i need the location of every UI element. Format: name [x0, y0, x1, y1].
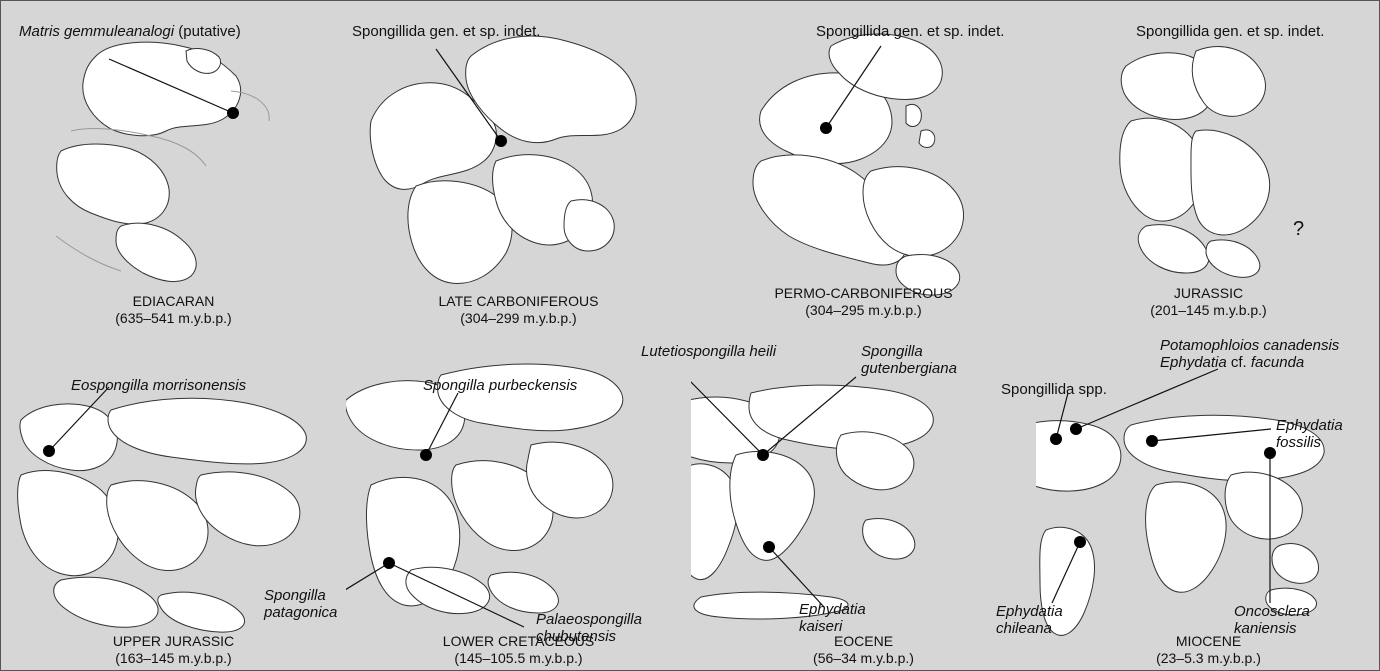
panel-late-carboniferous: Spongillida gen. et sp. indet. LATE CARB…	[346, 1, 691, 335]
caption-range: (635–541 m.y.b.p.)	[115, 310, 232, 326]
caption-period: JURASSIC	[1173, 285, 1244, 301]
leader-line	[388, 562, 525, 628]
matris-gemmuleanalogi-label: Matris gemmuleanalogi (putative)	[19, 23, 241, 40]
ephydatia-facunda-label: Ephydatia cf. facunda	[1160, 354, 1305, 371]
caption-period: LOWER CRETACEOUS	[442, 633, 595, 649]
leader-line	[346, 562, 390, 591]
locality-dot	[763, 541, 775, 553]
eocene-map	[691, 376, 934, 620]
locality-dot	[820, 122, 832, 134]
locality-dot	[383, 557, 395, 569]
leader-line	[108, 58, 234, 114]
caption-period: PERMO-CARBONIFEROUS	[774, 285, 953, 301]
question-mark: ?	[1293, 218, 1305, 240]
spongillida-spp-label: Spongillida spp.	[1001, 381, 1107, 398]
locality-dot	[1050, 433, 1062, 445]
locality-dot	[227, 107, 239, 119]
potamophloios-label: Potamophloios canadensis	[1160, 337, 1340, 354]
locality-dot	[1146, 435, 1158, 447]
lower-cretaceous-map	[346, 363, 624, 628]
panel-ediacaran: Matris gemmuleanalogi (putative) EDIACAR…	[1, 1, 346, 335]
locality-dot	[43, 445, 55, 457]
caption-period: EOCENE	[833, 633, 894, 649]
oncosclera-label: Oncosclera kaniensis	[1234, 603, 1310, 637]
caption-period: MIOCENE	[1175, 633, 1242, 649]
caption-period: EDIACARAN	[132, 293, 215, 309]
ephydatia-fossilis-label: Ephydatia fossilis	[1276, 417, 1343, 451]
ephydatia-chileana-label: Ephydatia chileana	[996, 603, 1063, 637]
leader-line	[1051, 541, 1081, 604]
caption-range: (163–145 m.y.b.p.)	[115, 650, 232, 666]
upper-jurassic-map	[17, 386, 307, 633]
panel-upper-jurassic: Eospongilla morrisonensis UPPER JURASSIC…	[1, 335, 346, 669]
spongilla-purbeckensis-label: Spongilla purbeckensis	[423, 377, 578, 394]
leader-line	[825, 45, 882, 129]
jurassic-map	[1119, 46, 1271, 278]
spongilla-patagonica-label: Spongilla patagonica	[264, 587, 338, 621]
locality-dot	[1070, 423, 1082, 435]
leader-line	[1151, 428, 1272, 442]
spongillida-indet-label: Spongillida gen. et sp. indet.	[1136, 23, 1325, 40]
caption-period: UPPER JURASSIC	[112, 633, 235, 649]
caption-range: (201–145 m.y.b.p.)	[1150, 302, 1267, 318]
spongillida-indet-label: Spongillida gen. et sp. indet.	[816, 23, 1005, 40]
leader-line	[762, 376, 857, 456]
leader-line	[425, 392, 459, 456]
leader-line	[691, 381, 764, 456]
panel-permo-carboniferous: Spongillida gen. et sp. indet. PERMO-CAR…	[691, 1, 1036, 335]
caption-range: (304–299 m.y.b.p.)	[460, 310, 577, 326]
leader-line	[435, 48, 502, 142]
permo-carboniferous-map	[752, 33, 965, 296]
caption-range: (23–5.3 m.y.b.p.)	[1156, 650, 1261, 666]
ephydatia-kaiseri-label: Ephydatia kaiseri	[799, 601, 866, 635]
panel-lower-cretaceous: Spongilla purbeckensis Spongilla patagon…	[264, 335, 691, 669]
palaeospongilla-label: Palaeospongilla chubutensis	[536, 611, 642, 645]
miocene-map	[1036, 368, 1325, 636]
locality-dot	[757, 449, 769, 461]
locality-dot	[1264, 447, 1276, 459]
caption-range: (304–295 m.y.b.p.)	[805, 302, 922, 318]
spongillida-indet-label: Spongillida gen. et sp. indet.	[352, 23, 541, 40]
late-carboniferous-map	[369, 35, 637, 284]
caption-period: LATE CARBONIFEROUS	[438, 293, 599, 309]
caption-range: (56–34 m.y.b.p.)	[813, 650, 914, 666]
panel-miocene: Spongillida spp. Potamophloios canadensi…	[996, 335, 1380, 669]
caption-range: (145–105.5 m.y.b.p.)	[454, 650, 583, 666]
leader-line	[1055, 392, 1069, 440]
locality-dot	[1074, 536, 1086, 548]
eospongilla-label: Eospongilla morrisonensis	[71, 377, 247, 394]
lutetiospongilla-label: Lutetiospongilla heili	[641, 343, 777, 360]
spongilla-gutenbergiana-label: Spongilla gutenbergiana	[861, 343, 957, 377]
panel-jurassic: Spongillida gen. et sp. indet. ? JURASSI…	[1036, 1, 1380, 335]
locality-dot	[495, 135, 507, 147]
leader-line	[1075, 368, 1219, 430]
leader-line	[48, 386, 110, 452]
locality-dot	[420, 449, 432, 461]
panel-eocene: Lutetiospongilla heili Spongilla gutenbe…	[641, 335, 1036, 669]
leader-line	[768, 546, 825, 608]
ediacaran-map	[55, 41, 270, 283]
